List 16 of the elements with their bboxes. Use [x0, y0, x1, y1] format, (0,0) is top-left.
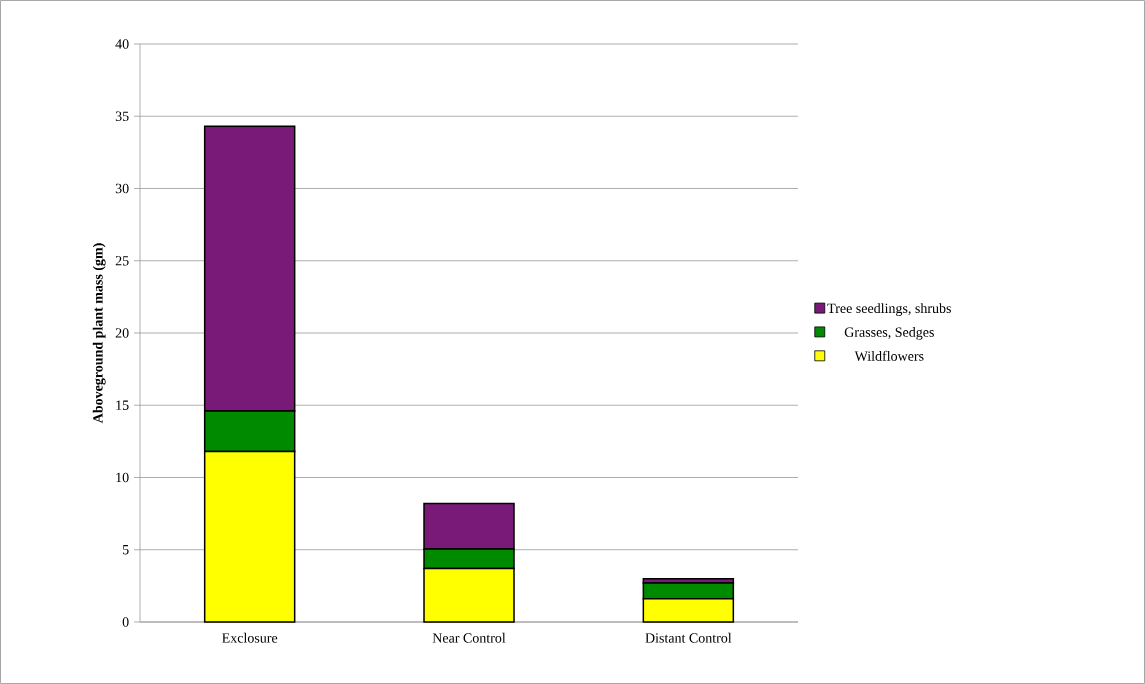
y-tick-label: 40 [115, 39, 129, 49]
x-tick-label: Exclosure [222, 632, 278, 643]
legend-label: Wildflowers [854, 350, 924, 361]
y-tick-label: 15 [116, 400, 129, 410]
y-axis-title: Aboveground plant mass (gm) [92, 243, 106, 424]
y-tick-label: 20 [115, 328, 129, 338]
legend-label: Tree seedlings, shrubs [827, 303, 951, 316]
y-tick-label: 35 [115, 111, 129, 121]
legend-label: Grasses, Sedges [844, 327, 934, 340]
y-tick-label: 25 [115, 256, 129, 266]
y-tick-label: 10 [116, 472, 129, 483]
y-tick-label: 30 [115, 183, 129, 194]
y-tick-label: 5 [122, 545, 129, 555]
x-tick-label: Near Control [432, 632, 506, 643]
y-tick-label: 0 [122, 617, 129, 627]
x-tick-label: Distant Control [645, 632, 732, 643]
